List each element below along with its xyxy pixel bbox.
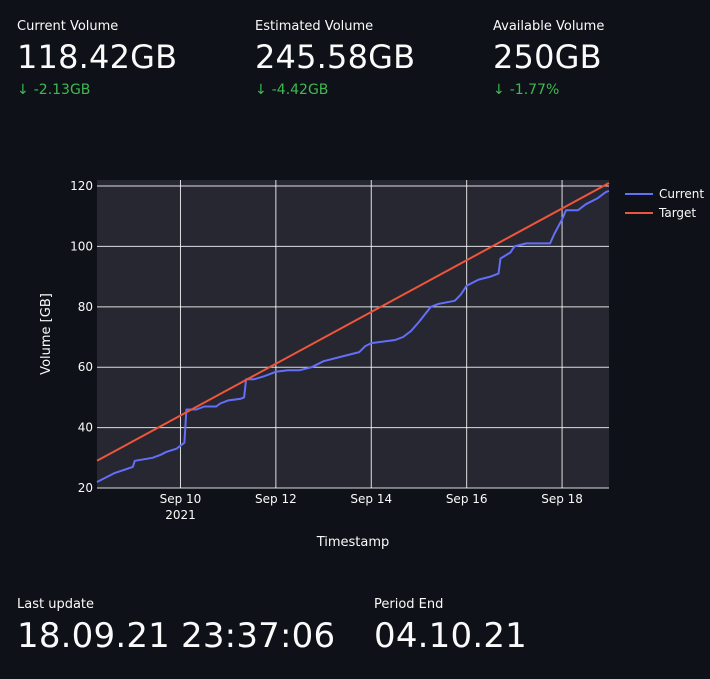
metric-delta-value: -4.42GB — [271, 82, 329, 98]
metric-available-volume: Available Volume 250GB ↓ -1.77% — [493, 19, 604, 99]
arrow-down-icon: ↓ — [255, 82, 267, 98]
period-end-label: Period End — [374, 597, 444, 612]
metric-delta-value: -1.77% — [509, 82, 560, 98]
legend-label: Target — [658, 206, 696, 220]
last-update-label: Last update — [17, 597, 95, 612]
series-line-target — [96, 182, 610, 462]
y-tick-label: 60 — [78, 360, 93, 374]
legend-item-current[interactable]: Current — [625, 187, 704, 201]
legend[interactable]: Current Target — [625, 187, 704, 220]
metric-label: Estimated Volume — [255, 19, 374, 34]
metric-label: Current Volume — [17, 19, 119, 34]
metric-estimated-volume: Estimated Volume 245.58GB ↓ -4.42GB — [255, 19, 415, 99]
x-tick-label: Sep 12 — [255, 492, 297, 506]
metric-label: Available Volume — [493, 19, 605, 34]
last-update-value: 18.09.21 23:37:06 — [17, 616, 336, 656]
legend-label: Current — [659, 187, 704, 201]
legend-item-target[interactable]: Target — [625, 206, 696, 220]
period-end: Period End 04.10.21 — [374, 597, 527, 657]
last-update: Last update 18.09.21 23:37:06 — [17, 597, 335, 657]
x-tick-label: Sep 14 — [350, 492, 392, 506]
x-axis-label: Timestamp — [316, 535, 390, 550]
arrow-down-icon: ↓ — [493, 82, 505, 98]
y-tick-label: 80 — [78, 300, 93, 314]
x-axis-ticks: Sep 10 2021 Sep 12 Sep 14 Sep 16 Sep 18 — [160, 492, 583, 522]
metric-value: 118.42GB — [17, 38, 178, 76]
grid-lines — [97, 180, 609, 489]
y-axis-ticks: 20 40 60 80 100 120 — [70, 179, 93, 495]
metric-delta-value: -2.13GB — [33, 82, 91, 98]
x-tick-label: Sep 18 — [541, 492, 583, 506]
metric-delta: ↓ -4.42GB — [255, 81, 415, 99]
y-tick-label: 120 — [70, 179, 93, 193]
y-tick-label: 100 — [70, 239, 93, 253]
series-lines — [96, 182, 610, 483]
series-line-current — [96, 189, 610, 483]
y-axis-label: Volume [GB] — [39, 293, 54, 375]
metric-delta: ↓ -2.13GB — [17, 81, 177, 99]
x-tick-year-label: 2021 — [165, 508, 196, 522]
arrow-down-icon: ↓ — [17, 82, 29, 98]
x-tick-label: Sep 16 — [446, 492, 488, 506]
period-end-value: 04.10.21 — [374, 616, 528, 656]
x-tick-label: Sep 10 — [160, 492, 202, 506]
y-tick-label: 40 — [78, 421, 93, 435]
y-tick-label: 20 — [78, 481, 93, 495]
metric-value: 250GB — [493, 38, 602, 76]
metric-value: 245.58GB — [255, 38, 416, 76]
metric-current-volume: Current Volume 118.42GB ↓ -2.13GB — [17, 19, 177, 99]
plot-area — [97, 180, 609, 488]
metric-delta: ↓ -1.77% — [493, 81, 604, 99]
